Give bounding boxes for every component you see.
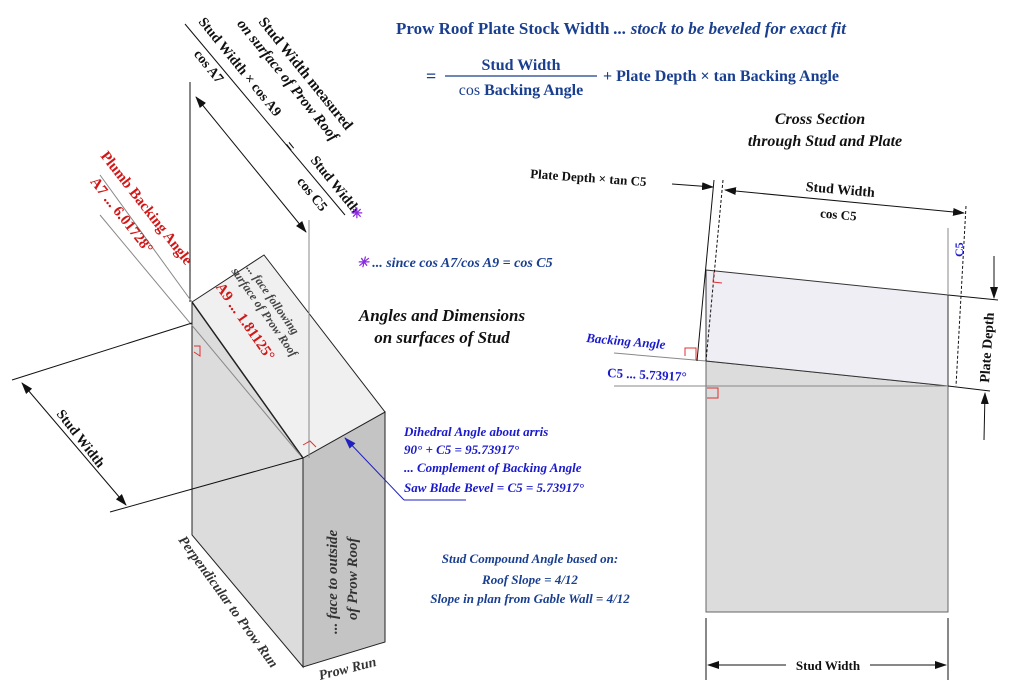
svg-text:Stud Width: Stud Width [53, 407, 108, 471]
equals-sign: = [426, 66, 436, 86]
formula: Prow Roof Plate Stock Width ... stock to… [396, 19, 847, 99]
cos-note: ✳ ... since cos A7/cos A9 = cos C5 [357, 256, 553, 271]
compound-angle-note: Stud Compound Angle based on: Roof Slope… [430, 551, 630, 606]
svg-text:Roof Slope = 4/12: Roof Slope = 4/12 [481, 572, 578, 587]
top-width-denominator: cos C5 [820, 205, 858, 223]
svg-text:Saw Blade Bevel = C5 = 5.73917: Saw Blade Bevel = C5 = 5.73917° [404, 480, 585, 495]
c5-small-label: C5 [952, 242, 966, 257]
svg-text:of Prow Roof: of Prow Roof [345, 535, 361, 620]
stud-isometric [11, 23, 466, 669]
svg-text:... face to outside: ... face to outside [325, 530, 341, 634]
surface-width-dimension [195, 96, 307, 233]
stud-width-dimension [21, 382, 127, 506]
svg-text:90° + C5 = 95.73917°: 90° + C5 = 95.73917° [404, 442, 520, 457]
top-width-numerator: Stud Width [805, 180, 875, 201]
asterisk-icon: ✳ [351, 207, 363, 222]
plumb-backing-angle-label: Plumb Backing Angle A7 ... 6.01728° [87, 149, 196, 269]
top-width-dimension [724, 187, 965, 216]
svg-text:Slope in plan from Gable Wall: Slope in plan from Gable Wall = 4/12 [430, 591, 630, 606]
formula-numerator: Stud Width [481, 57, 560, 74]
bottom-stud-width-label: Stud Width [796, 658, 861, 673]
svg-text:... Complement of Backing Angl: ... Complement of Backing Angle [404, 460, 582, 475]
cross-section-title: Cross Section [775, 111, 865, 128]
backing-angle-label: Backing Angle [585, 330, 667, 352]
dihedral-pointer [344, 437, 405, 501]
angles-title: Angles and Dimensions [358, 306, 526, 325]
angles-subtitle: on surfaces of Stud [374, 328, 510, 347]
c5-value-label: C5 ... 5.73917° [607, 365, 687, 384]
svg-text:Stud Compound Angle based on:: Stud Compound Angle based on: [442, 551, 619, 566]
stud-width-label: Stud Width [53, 407, 108, 471]
plate-offset-label: Plate Depth × tan C5 [530, 166, 648, 189]
cross-section-subtitle: through Stud and Plate [748, 133, 902, 150]
formula-title: Prow Roof Plate Stock Width ... stock to… [396, 19, 847, 38]
formula-plus-term: + Plate Depth × tan Backing Angle [603, 68, 839, 85]
cross-section: Cross Section through Stud and Plate [613, 111, 999, 680]
plate-depth-label: Plate Depth [978, 312, 998, 383]
svg-text:Dihedral Angle about arris: Dihedral Angle about arris [403, 424, 548, 439]
formula-denominator: cos Backing Angle [459, 82, 583, 99]
stud-section [705, 360, 949, 613]
dihedral-note: Dihedral Angle about arris 90° + C5 = 95… [403, 424, 585, 495]
outside-face-label: ... face to outside of Prow Roof [325, 530, 361, 634]
